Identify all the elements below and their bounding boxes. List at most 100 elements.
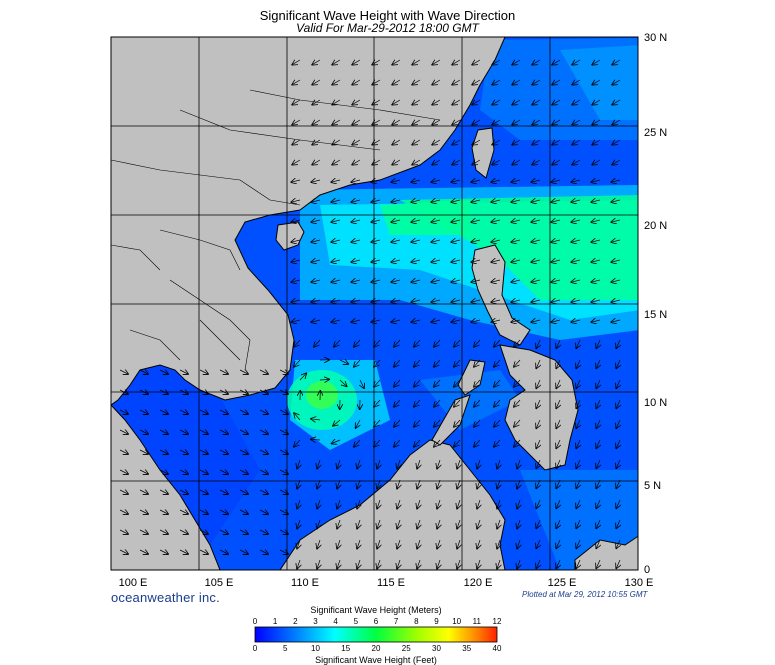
direction-arrow (576, 339, 580, 348)
direction-arrow (417, 479, 420, 489)
direction-arrow (351, 220, 361, 222)
plotted-time: Plotted at Mar 29, 2012 10:55 GMT (522, 590, 648, 599)
brand-label: oceanweather inc. (111, 590, 220, 605)
direction-arrow (219, 450, 228, 454)
direction-arrow (392, 160, 401, 165)
direction-arrow (332, 80, 341, 85)
direction-arrow (292, 60, 301, 65)
direction-arrow (356, 419, 360, 428)
direction-arrow (199, 490, 208, 494)
direction-arrow (517, 499, 520, 509)
direction-arrow (437, 559, 440, 569)
feet-tick: 25 (401, 644, 411, 653)
direction-arrow (452, 100, 461, 105)
direction-arrow (431, 180, 441, 182)
direction-arrow (556, 499, 560, 508)
direction-arrow (372, 160, 381, 165)
meters-tick: 12 (492, 617, 502, 626)
direction-arrow (139, 450, 148, 454)
direction-arrow (616, 559, 620, 568)
direction-arrow (434, 439, 441, 447)
direction-arrow (219, 370, 228, 374)
direction-arrow (431, 280, 441, 282)
direction-arrow (592, 120, 601, 125)
direction-arrow (612, 120, 621, 125)
direction-arrow (377, 499, 380, 509)
direction-arrow (474, 339, 481, 347)
direction-arrow (477, 559, 480, 569)
direction-arrow (331, 280, 341, 282)
direction-arrow (492, 120, 501, 125)
direction-arrow (576, 359, 580, 368)
lon-label: 125 E (548, 577, 577, 589)
direction-arrow (417, 539, 420, 549)
direction-arrow (397, 479, 400, 489)
direction-arrow (179, 370, 188, 374)
direction-arrow (497, 479, 500, 489)
direction-arrow (259, 550, 268, 554)
direction-arrow (612, 80, 621, 85)
valid-time: Valid For Mar-29-2012 18:00 GMT (296, 21, 479, 35)
direction-arrow (531, 280, 541, 282)
direction-arrow (556, 439, 560, 448)
meters-tick: 3 (313, 617, 318, 626)
direction-arrow (352, 120, 361, 125)
direction-arrow (431, 260, 441, 262)
direction-arrow (397, 459, 400, 469)
direction-arrow (451, 320, 461, 322)
direction-arrow (596, 459, 600, 468)
direction-arrow (219, 430, 228, 434)
direction-arrow (434, 359, 441, 367)
direction-arrow (332, 60, 341, 65)
direction-arrow (532, 80, 541, 85)
direction-arrow (536, 339, 540, 348)
direction-arrow (414, 379, 421, 387)
direction-arrow (596, 359, 600, 368)
direction-arrow (616, 399, 620, 408)
mainland-asia (111, 37, 506, 406)
direction-arrow (551, 320, 561, 322)
direction-arrow (611, 320, 621, 322)
direction-arrow (612, 100, 621, 105)
lon-label: 110 E (291, 577, 319, 589)
direction-arrow (394, 379, 401, 387)
direction-arrow (377, 459, 380, 469)
direction-arrow (434, 339, 441, 347)
direction-arrow (532, 120, 541, 125)
direction-arrow (497, 499, 500, 509)
direction-arrow (179, 530, 188, 534)
direction-arrow (354, 339, 361, 347)
direction-arrow (312, 160, 321, 165)
direction-arrow (616, 459, 620, 468)
direction-arrow (434, 399, 441, 407)
direction-arrow (414, 439, 421, 447)
direction-arrow (474, 359, 481, 367)
direction-arrow (454, 339, 461, 347)
direction-arrow (391, 240, 401, 242)
direction-arrow (571, 220, 581, 222)
hainan-island (275, 221, 305, 251)
direction-arrow (552, 80, 561, 85)
lon-label: 120 E (464, 577, 493, 589)
direction-arrow (337, 499, 340, 509)
direction-arrow (551, 200, 561, 202)
direction-arrow (417, 499, 420, 509)
malay-peninsula (111, 404, 221, 570)
direction-arrow (472, 80, 481, 85)
direction-arrow (616, 359, 620, 368)
direction-arrow (374, 419, 381, 427)
feet-tick: 10 (311, 644, 320, 653)
direction-arrow (556, 459, 560, 468)
direction-arrow (517, 459, 520, 469)
direction-arrow (377, 519, 380, 529)
direction-arrow (432, 140, 441, 145)
direction-arrow (219, 510, 228, 514)
direction-arrow (431, 240, 441, 242)
direction-arrow (411, 300, 421, 302)
direction-arrow (297, 479, 300, 489)
direction-arrow (471, 240, 481, 242)
direction-arrow (596, 499, 600, 508)
direction-arrow (371, 260, 381, 262)
direction-arrow (591, 240, 601, 242)
direction-arrow (331, 300, 341, 302)
